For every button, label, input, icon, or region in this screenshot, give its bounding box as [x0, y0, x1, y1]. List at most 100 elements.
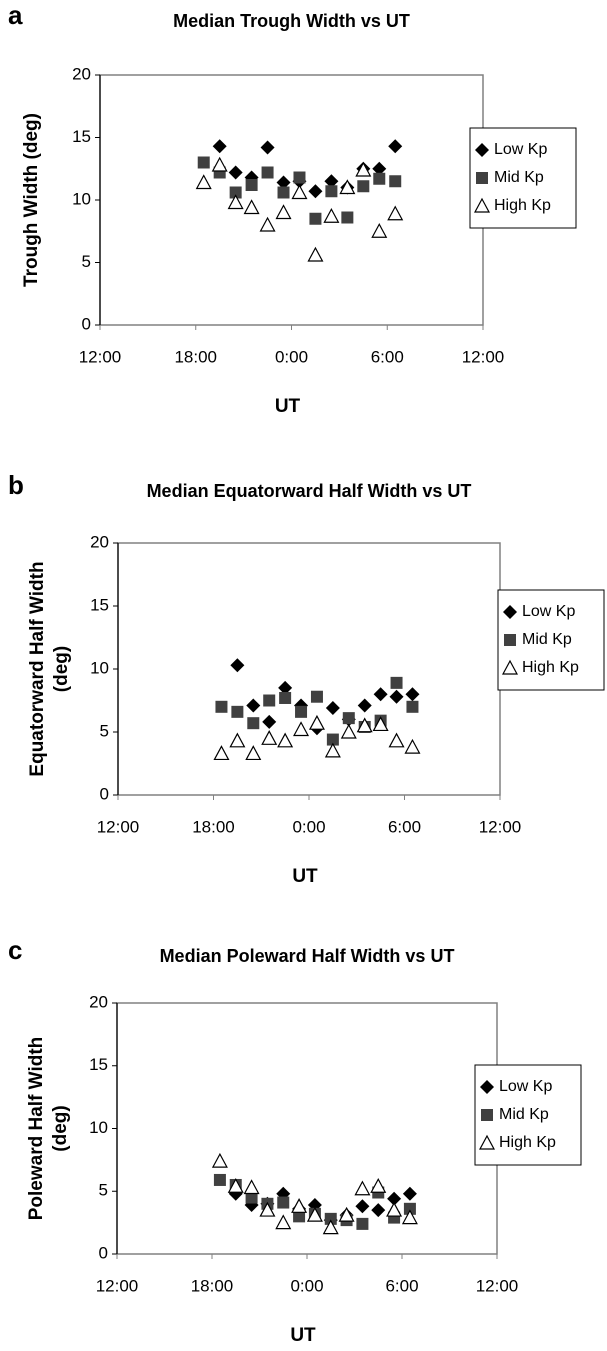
point: [308, 184, 323, 199]
chart-title: Median Trough Width vs UT: [173, 11, 410, 31]
y-tick-label: 0: [82, 314, 91, 333]
y-axis-label-line: (deg): [51, 646, 72, 692]
point: [245, 179, 258, 191]
panel-label: b: [8, 470, 24, 500]
y-tick-label: 15: [72, 127, 91, 146]
point: [260, 140, 275, 155]
point: [213, 745, 230, 761]
y-tick-label: 5: [82, 252, 91, 271]
legend-label: Low Kp: [522, 603, 575, 620]
point: [211, 156, 228, 172]
y-tick-label: 10: [72, 189, 91, 208]
x-tick-label: 6:00: [388, 817, 421, 836]
point: [309, 212, 322, 225]
point: [308, 714, 325, 730]
legend-marker: [476, 172, 488, 184]
point: [387, 205, 404, 221]
x-tick-label: 18:00: [191, 1276, 234, 1295]
point: [276, 175, 291, 190]
point: [341, 211, 354, 224]
y-tick-label: 20: [72, 64, 91, 83]
legend-marker: [481, 1109, 493, 1121]
point: [324, 174, 339, 189]
point: [324, 742, 341, 758]
legend-marker: [503, 605, 517, 619]
point: [356, 1217, 369, 1230]
point: [387, 1191, 402, 1206]
legend-label: Low Kp: [494, 141, 547, 158]
y-axis-label-line: Trough Width (deg): [21, 113, 42, 287]
point: [354, 1180, 371, 1196]
point: [323, 207, 340, 223]
point: [389, 175, 402, 188]
y-tick-label: 20: [89, 992, 108, 1011]
point: [293, 721, 310, 737]
x-tick-label: 18:00: [174, 347, 217, 366]
legend-marker: [501, 659, 519, 675]
x-tick-label: 0:00: [275, 347, 308, 366]
point: [373, 687, 388, 702]
point: [279, 691, 292, 704]
x-tick-label: 6:00: [385, 1276, 418, 1295]
point: [261, 730, 278, 745]
point: [390, 676, 403, 689]
x-axis-label: UT: [275, 396, 301, 417]
legend-label: Mid Kp: [522, 631, 572, 648]
x-axis-label: UT: [290, 1325, 316, 1346]
point: [277, 186, 290, 199]
point: [227, 1177, 244, 1193]
y-axis-label: Equatorward Half Width (deg): [27, 561, 72, 776]
point: [245, 1191, 258, 1204]
point: [388, 732, 405, 748]
legend-label: Low Kp: [499, 1078, 552, 1095]
y-axis-label: Trough Width (deg): [21, 113, 42, 287]
point: [212, 139, 227, 154]
legend-marker: [475, 143, 489, 157]
point: [262, 714, 277, 729]
legend-marker: [504, 634, 516, 646]
point: [197, 156, 210, 169]
x-tick-label: 12:00: [476, 1276, 519, 1295]
point: [245, 745, 262, 761]
x-tick-label: 12:00: [479, 817, 522, 836]
point: [211, 1152, 228, 1168]
plot-frame: [99, 74, 484, 326]
panel-label: c: [8, 935, 22, 965]
point: [373, 172, 386, 185]
point: [388, 139, 403, 154]
point: [401, 1209, 418, 1225]
point: [227, 194, 244, 210]
x-tick-label: 12:00: [79, 347, 122, 366]
point: [371, 222, 388, 238]
point: [371, 1203, 386, 1218]
point: [355, 161, 372, 177]
point: [386, 1201, 403, 1217]
y-tick-label: 0: [100, 784, 109, 803]
point: [406, 700, 419, 713]
point: [405, 687, 420, 702]
x-tick-label: 12:00: [96, 1276, 139, 1295]
legend-marker: [478, 1134, 496, 1150]
point: [259, 1201, 276, 1217]
point: [356, 717, 373, 733]
legend-label: High Kp: [522, 659, 579, 676]
point: [215, 700, 228, 713]
plot-frame: [117, 542, 501, 796]
x-tick-label: 12:00: [97, 817, 140, 836]
x-tick-label: 12:00: [462, 347, 505, 366]
legend-label: Mid Kp: [499, 1106, 549, 1123]
panel-label: a: [8, 0, 23, 30]
y-tick-label: 10: [90, 658, 109, 677]
point: [340, 723, 357, 739]
point: [372, 716, 389, 732]
legend-marker: [480, 1080, 494, 1094]
y-tick-label: 20: [90, 532, 109, 551]
point: [370, 1177, 387, 1193]
point: [307, 246, 324, 262]
point: [325, 701, 340, 716]
point: [310, 690, 323, 703]
y-axis-label: Poleward Half Width (deg): [26, 1037, 71, 1221]
y-axis-label-line: Equatorward Half Width: [27, 561, 48, 776]
point: [275, 1214, 292, 1230]
